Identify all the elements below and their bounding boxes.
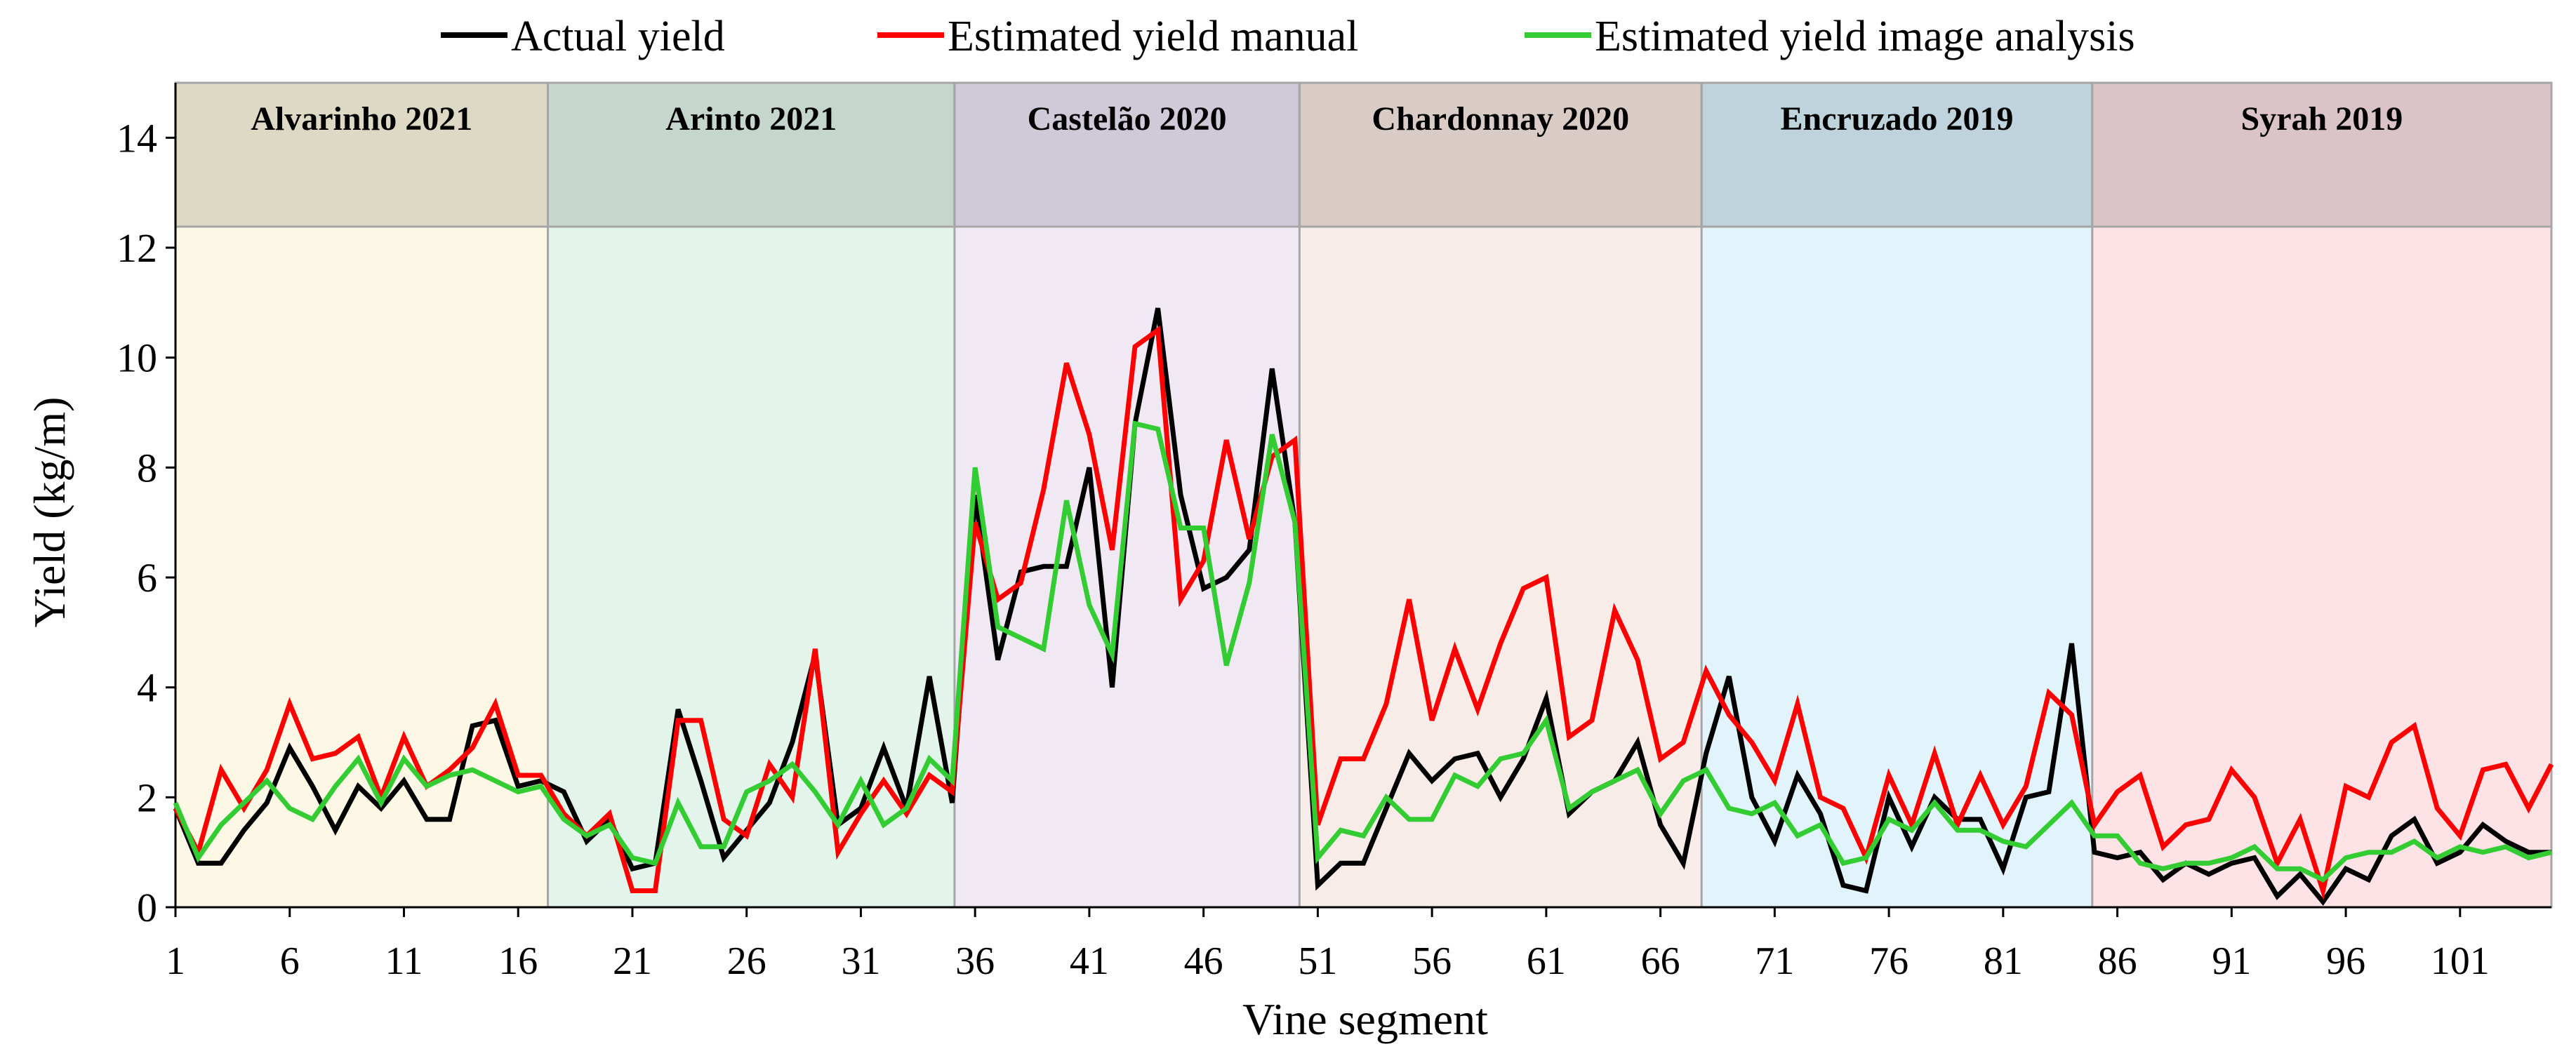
x-tick-label: 81: [1984, 940, 2023, 983]
y-tick-label: 2: [137, 775, 157, 820]
series-line-actual-yield: [173, 307, 2551, 906]
x-tick-label: 101: [2431, 940, 2490, 983]
legend-label-actual-yield: Actual yield: [511, 13, 725, 60]
variety-bands: Alvarinho 2021 Arinto 2021 Castelão 2020 Ch…: [174, 81, 2553, 909]
legend-label-estimated-yield-manual: Estimated yield manual: [948, 13, 1358, 60]
x-tick-label: 11: [385, 940, 423, 983]
x-tick-label: 41: [1070, 940, 1109, 983]
band-label-chardonnay-2020: Chardonnay 2020: [1372, 100, 1629, 138]
y-tick-label: 4: [137, 665, 157, 711]
y-tick-label: 14: [117, 115, 157, 161]
x-tick-label: 86: [2098, 940, 2137, 983]
y-tick-label: 12: [117, 225, 157, 271]
x-tick-label: 21: [613, 940, 652, 983]
x-tick-label: 66: [1641, 940, 1680, 983]
x-tick-label: 51: [1298, 940, 1337, 983]
y-tick-label: 6: [137, 555, 157, 601]
series-lines: [173, 307, 2554, 906]
band-label-castel-o-2020: Castelão 2020: [1028, 100, 1227, 138]
y-tick-label: 10: [117, 335, 157, 381]
series-line-estimated-yield-manual: [173, 326, 2554, 900]
band-header-arinto-2021: [547, 81, 956, 228]
band-header-castel-o-2020: [953, 81, 1301, 228]
x-tick-label: 31: [841, 940, 880, 983]
band-fill-castel-o-2020: [954, 227, 1300, 907]
band-label-syrah-2019: Syrah 2019: [2241, 100, 2403, 138]
band-label-arinto-2021: Arinto 2021: [665, 100, 837, 138]
band-label-encruzado-2019: Encruzado 2019: [1780, 100, 2013, 138]
axes: [174, 83, 2551, 909]
band-fill-alvarinho-2021: [175, 227, 548, 907]
legend: Actual yield Estimated yield manual Estima…: [441, 13, 2135, 60]
band-fill-arinto-2021: [547, 227, 955, 907]
series-line-estimated-yield-image-analysis: [173, 420, 2552, 883]
x-tick-label: 46: [1184, 940, 1223, 983]
x-tick-label: 61: [1527, 940, 1566, 983]
band-fill-chardonnay-2020: [1299, 227, 1702, 907]
x-tick-label: 36: [955, 940, 995, 983]
x-tick-label: 26: [727, 940, 766, 983]
band-header-chardonnay-2020: [1298, 81, 1703, 228]
band-header-syrah-2019: [2091, 81, 2553, 228]
x-tick-label: 76: [1869, 940, 1908, 983]
x-axis-title: Vine segment: [1242, 994, 1488, 1044]
x-tick-label: 96: [2326, 940, 2365, 983]
y-tick-label: 8: [137, 445, 157, 490]
band-label-alvarinho-2021: Alvarinho 2021: [251, 100, 472, 138]
x-tick-label: 91: [2212, 940, 2251, 983]
y-axis-title: Yield (kg/m): [25, 397, 74, 628]
x-tick-label: 56: [1412, 940, 1452, 983]
x-tick-label: 6: [280, 940, 300, 983]
x-tick-label: 71: [1755, 940, 1794, 983]
band-fill-encruzado-2019: [1701, 227, 2092, 907]
y-tick-label: 0: [137, 885, 157, 930]
x-tick-label: 16: [498, 940, 538, 983]
legend-label-estimated-yield-image-analysis: Estimated yield image analysis: [1595, 13, 2135, 60]
band-fill-syrah-2019: [2092, 227, 2551, 907]
band-header-alvarinho-2021: [174, 81, 550, 228]
x-tick-label: 1: [166, 940, 185, 983]
